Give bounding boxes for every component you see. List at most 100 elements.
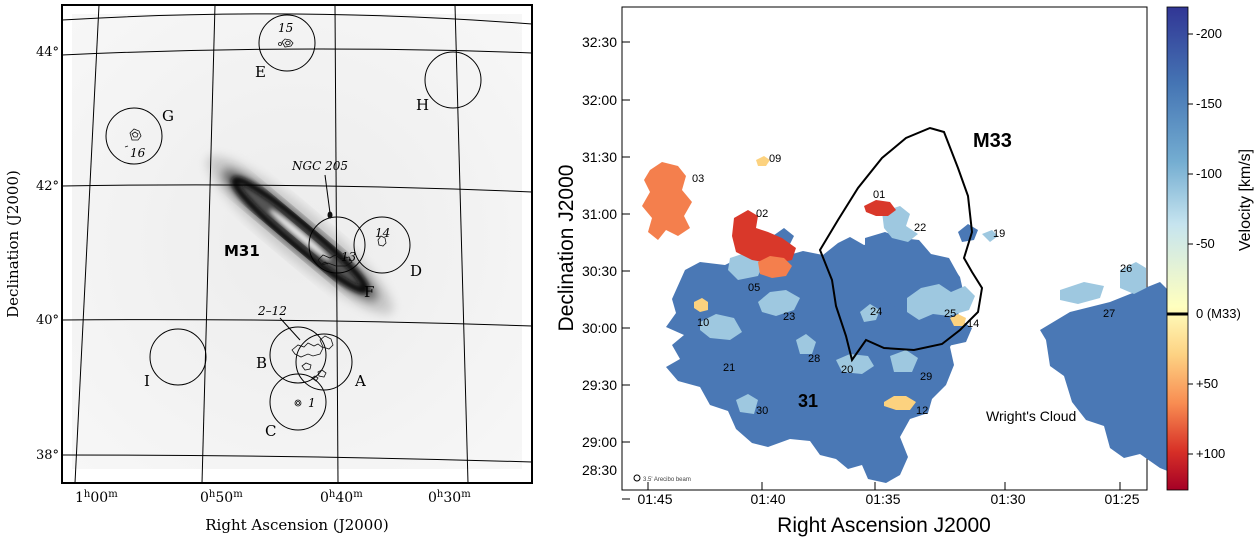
cloud-label-14: 14	[967, 318, 979, 330]
cloud-10-emission	[694, 298, 708, 312]
field-letter-a: A	[354, 372, 366, 390]
cb-tick-neg200: -200	[1196, 26, 1222, 41]
field-number-15: 15	[278, 21, 293, 35]
m33-outline	[818, 126, 984, 363]
field-circles	[105, 14, 482, 431]
cloud-label-03: 03	[692, 173, 704, 185]
cb-tick-neg150: -150	[1196, 96, 1222, 111]
light-blue-emission	[700, 206, 1146, 414]
cloud-label-23: 23	[783, 311, 795, 323]
m31-emission	[206, 155, 394, 315]
dec-tick-42: 42°	[36, 179, 59, 194]
dec-tick-38: 38°	[36, 448, 59, 463]
field-circle-f	[308, 216, 366, 274]
cloud-label-09: 09	[769, 153, 781, 165]
dec-tick-30-00: 30:00	[582, 320, 617, 336]
ra-tick-0h50m: 0h50m	[200, 489, 243, 506]
cb-tick-zero: 0 (M33)	[1196, 306, 1241, 321]
dec-tick-31-00: 31:00	[582, 206, 617, 222]
cloud-label-26: 26	[1120, 263, 1132, 275]
dec-tick-32-00: 32:00	[582, 92, 617, 108]
cb-tick-pos100: +100	[1196, 446, 1225, 461]
cloud-05-emission	[758, 256, 792, 278]
cb-tick-pos50: +50	[1196, 376, 1218, 391]
dec-tick-30-30: 30:30	[582, 263, 617, 279]
cloud-02-emission	[732, 210, 796, 264]
warm-emission	[642, 156, 966, 410]
colorbar-title: Velocity [km/s]	[1237, 149, 1254, 251]
clouds-2-12-label: 2–12	[257, 304, 287, 318]
dec-tick-29-00: 29:00	[582, 434, 617, 450]
cloud-number-labels: 01 02 03 05 09 10 12 14 19 20 21 22 23 2…	[692, 153, 1132, 417]
dec-tick-29-30: 29:30	[582, 377, 617, 393]
pointer-lines	[279, 174, 331, 341]
cloud-label-27: 27	[1103, 308, 1115, 320]
colorbar-ticks	[1188, 33, 1193, 455]
field-number-13: 13	[341, 250, 357, 264]
ra-tick-1h00m: 1h00m	[75, 489, 118, 506]
ngc205-dot	[327, 211, 333, 219]
cloud-01-emission	[864, 200, 896, 216]
left-dec-tick-labels: 44° 42° 40° 38°	[36, 45, 59, 463]
right-panel: 01 02 03 05 09 10 12 14 19 20 21 22 23 2…	[555, 6, 1254, 537]
cloud-label-20: 20	[841, 364, 853, 376]
field-letter-g: G	[162, 107, 174, 125]
colorbar-gradient	[1166, 6, 1189, 491]
ra-tick-01-35: 01:35	[865, 491, 900, 507]
cloud-label-25: 25	[944, 308, 956, 320]
beam-label: 3.5' Arecibo beam	[643, 477, 691, 483]
dec-tick-28-30: 28:30	[582, 462, 617, 478]
cloud-label-12: 12	[916, 405, 928, 417]
ngc205-pointer	[324, 174, 331, 214]
field-letter-h: H	[416, 96, 429, 114]
cloud-label-29: 29	[920, 371, 932, 383]
field-circle-e	[258, 14, 316, 72]
dec-tick-44: 44°	[36, 45, 59, 60]
right-ra-ticks	[647, 482, 1121, 490]
right-ra-tick-labels: 01:45 01:40 01:35 01:30 01:25	[637, 491, 1139, 507]
field-letters: E H G D F I B A C	[144, 63, 429, 440]
field-letter-e: E	[255, 63, 266, 81]
m31-label: M31	[224, 242, 260, 260]
cloud-12-emission	[884, 396, 916, 410]
hi-cloud-contours	[124, 38, 387, 407]
cloud-09-emission	[756, 156, 770, 166]
left-coordinate-grid	[61, 4, 533, 484]
velocity-colorbar: -200 -150 -100 -50 0 (M33) +50 +100 Velo…	[1166, 6, 1254, 491]
label-31: 31	[798, 391, 818, 411]
arecibo-beam-icon	[633, 474, 641, 482]
right-x-axis-title: Right Ascension J2000	[777, 514, 991, 537]
field-numbers: 15 16 14 13 1	[130, 21, 390, 410]
field-circle-a	[295, 333, 353, 391]
clouds-pointer	[279, 317, 301, 341]
ngc205-label: NGC 205	[291, 159, 348, 173]
ra-tick-01-40: 01:40	[750, 491, 785, 507]
cloud-label-30: 30	[756, 405, 768, 417]
colorbar-tick-labels: -200 -150 -100 -50 0 (M33) +50 +100	[1196, 26, 1241, 461]
field-number-16: 16	[130, 146, 146, 160]
field-letter-f: F	[364, 283, 374, 301]
main-blue-emission	[666, 224, 1170, 483]
field-number-14: 14	[375, 226, 390, 240]
field-circle-c	[269, 373, 327, 431]
ra-tick-0h40m: 0h40m	[320, 489, 363, 506]
cloud-03-emission	[642, 162, 692, 240]
cb-tick-neg100: -100	[1196, 166, 1222, 181]
cloud-label-22: 22	[914, 222, 926, 234]
cloud-label-24: 24	[870, 306, 882, 318]
left-panel: E H G D F I B A C 15 16 14 13 1 M31 NGC …	[4, 4, 533, 534]
cloud-14-emission	[950, 314, 966, 326]
cloud-label-21: 21	[723, 362, 735, 374]
field-circle-h	[424, 51, 482, 109]
field-circle-d	[353, 216, 411, 274]
ra-tick-0h30m: 0h30m	[428, 489, 471, 506]
cloud-label-01: 01	[873, 189, 885, 201]
field-letter-b: B	[256, 354, 267, 372]
cb-tick-neg50: -50	[1196, 236, 1215, 251]
field-number-1: 1	[308, 396, 316, 410]
field-circle-b	[269, 326, 327, 384]
dec-tick-32-30: 32:30	[582, 34, 617, 50]
wrights-cloud-label: Wright's Cloud	[986, 408, 1076, 424]
ra-tick-01-30: 01:30	[990, 491, 1025, 507]
